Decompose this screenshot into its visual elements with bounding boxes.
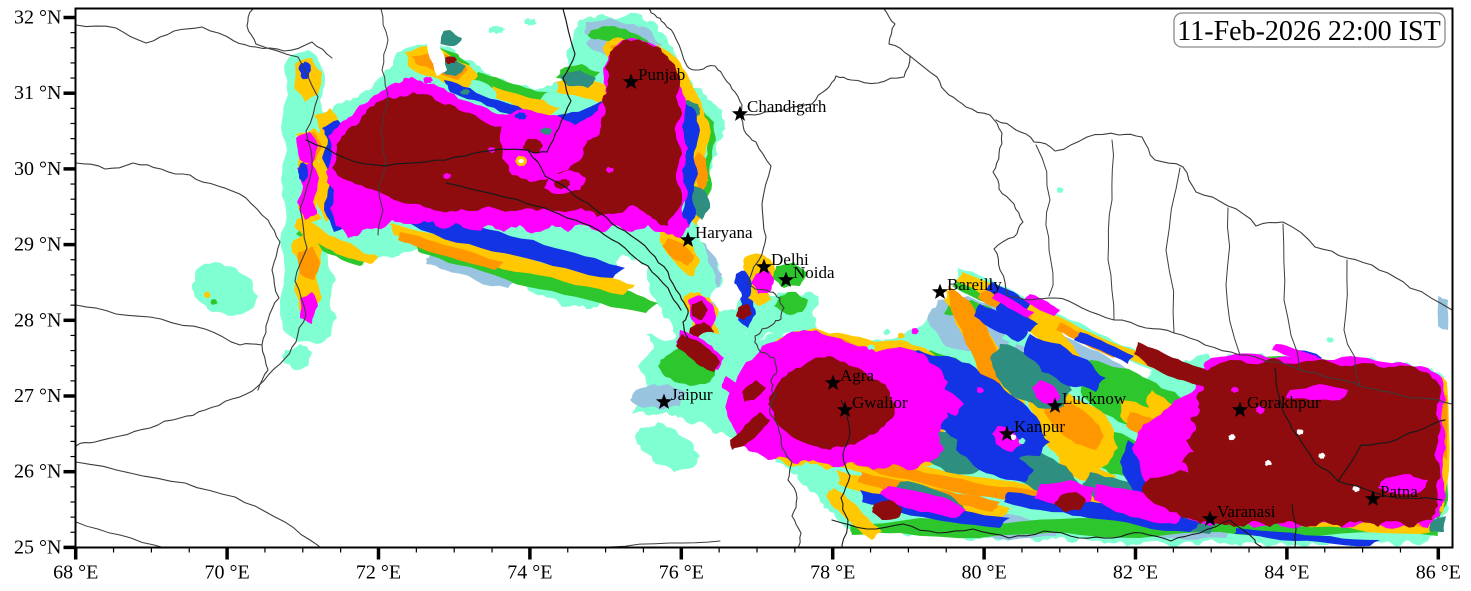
svg-text:29 °N: 29 °N [14, 234, 61, 256]
svg-text:30 °N: 30 °N [14, 158, 61, 180]
svg-text:Haryana: Haryana [695, 223, 753, 242]
svg-text:80 °E: 80 °E [961, 562, 1006, 584]
svg-text:11-Feb-2026 22:00 IST: 11-Feb-2026 22:00 IST [1177, 16, 1440, 47]
svg-text:Chandigarh: Chandigarh [747, 97, 827, 116]
svg-text:86 °E: 86 °E [1416, 562, 1461, 584]
svg-text:Varanasi: Varanasi [1217, 502, 1276, 521]
svg-text:84 °E: 84 °E [1264, 562, 1309, 584]
svg-text:74 °E: 74 °E [507, 562, 552, 584]
svg-text:Lucknow: Lucknow [1062, 389, 1127, 408]
svg-text:Gorakhpur: Gorakhpur [1247, 393, 1321, 412]
svg-text:27 °N: 27 °N [14, 385, 61, 407]
svg-text:Kanpur: Kanpur [1014, 417, 1065, 436]
svg-text:26 °N: 26 °N [14, 461, 61, 483]
svg-text:28 °N: 28 °N [14, 309, 61, 331]
svg-text:82 °E: 82 °E [1113, 562, 1158, 584]
svg-text:68 °E: 68 °E [53, 562, 98, 584]
svg-text:Patna: Patna [1380, 482, 1418, 501]
svg-text:78 °E: 78 °E [810, 562, 855, 584]
svg-text:70 °E: 70 °E [204, 562, 249, 584]
svg-text:Bareilly: Bareilly [947, 275, 1002, 294]
svg-text:76 °E: 76 °E [659, 562, 704, 584]
svg-text:Noida: Noida [793, 263, 835, 282]
svg-text:25 °N: 25 °N [14, 536, 61, 558]
svg-text:72 °E: 72 °E [356, 562, 401, 584]
svg-text:Gwalior: Gwalior [852, 393, 908, 412]
svg-text:Delhi: Delhi [771, 250, 809, 269]
svg-text:32 °N: 32 °N [14, 7, 61, 29]
svg-text:Jaipur: Jaipur [671, 385, 713, 404]
svg-text:Punjab: Punjab [638, 65, 685, 84]
svg-text:31 °N: 31 °N [14, 82, 61, 104]
svg-text:Agra: Agra [840, 366, 874, 385]
